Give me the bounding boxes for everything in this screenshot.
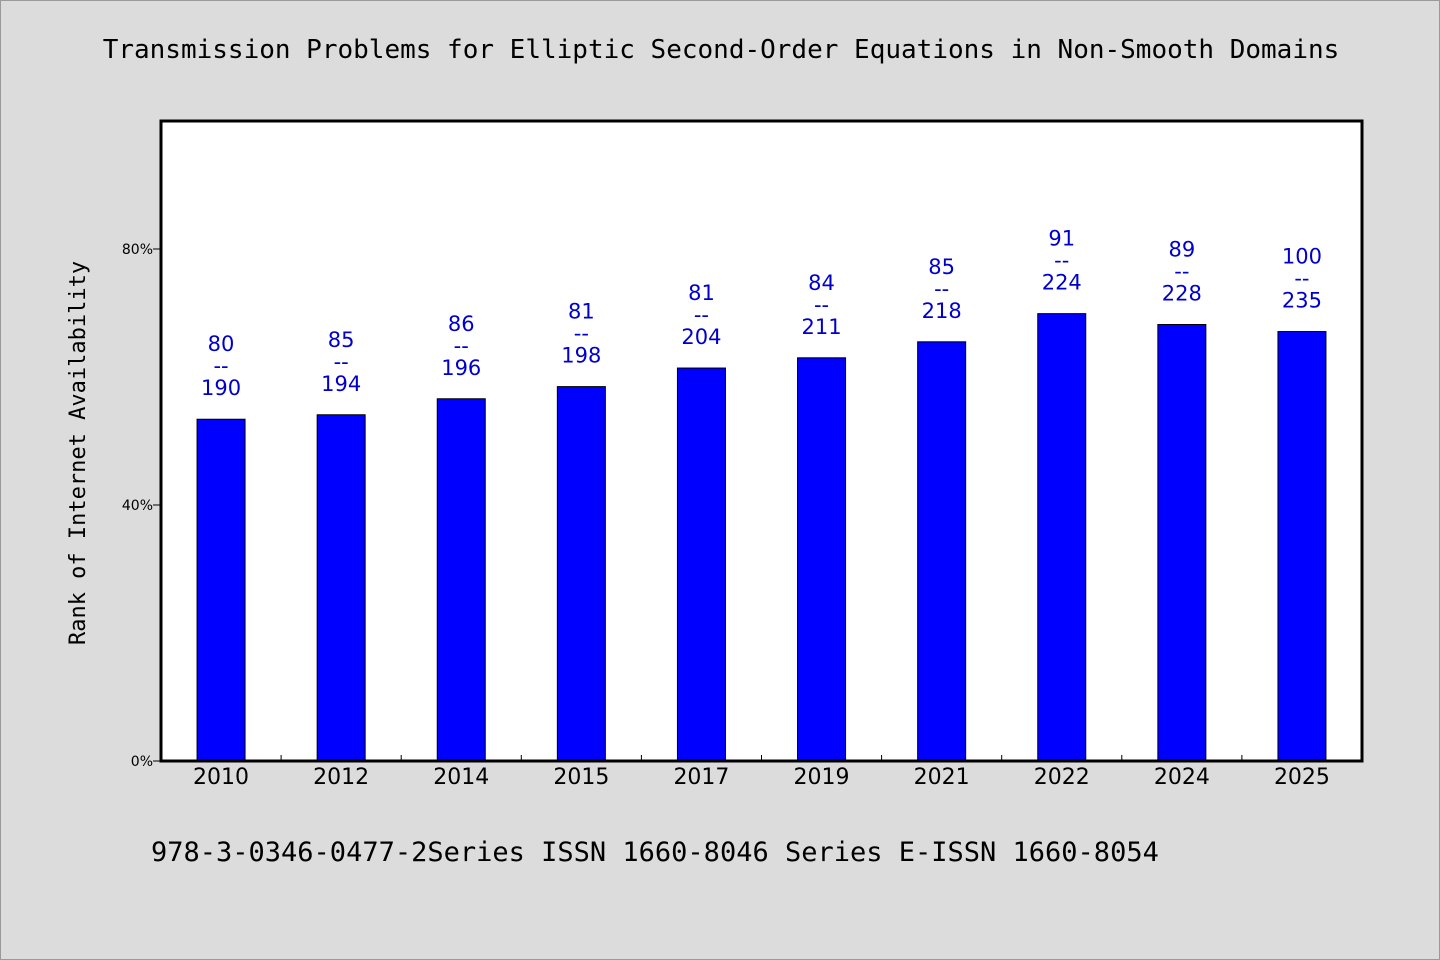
data-label-bottom: 198 xyxy=(561,344,601,368)
data-label-bottom: 235 xyxy=(1282,289,1322,313)
y-axis-title: Rank of Internet Availability xyxy=(66,261,91,645)
data-label-top: 91 xyxy=(1048,227,1075,251)
bar-2025 xyxy=(1277,331,1327,762)
bar-2014 xyxy=(436,398,486,762)
data-label-separator: -- xyxy=(1174,260,1189,284)
data-label-bottom: 196 xyxy=(441,356,481,380)
data-label-separator: -- xyxy=(574,322,589,346)
bar-2024 xyxy=(1157,324,1207,762)
data-label-top: 81 xyxy=(568,300,595,324)
bar-2021 xyxy=(917,341,967,762)
data-label-separator: -- xyxy=(694,303,709,327)
data-label-bottom: 194 xyxy=(321,372,361,396)
bars-group xyxy=(196,313,1327,762)
x-tick-label: 2012 xyxy=(313,765,369,790)
data-label-separator: -- xyxy=(1294,267,1309,291)
x-tick-label: 2010 xyxy=(193,765,249,790)
bar-2015 xyxy=(556,386,606,762)
data-label-top: 85 xyxy=(928,255,955,279)
plot-frame xyxy=(159,119,1364,763)
x-tick-label: 2017 xyxy=(673,765,729,790)
y-tick-label: 40% xyxy=(122,498,153,514)
data-labels-group: 80--19085--19486--19681--19881--20484--2… xyxy=(201,227,1322,401)
data-label-bottom: 218 xyxy=(922,299,962,323)
data-label-top: 80 xyxy=(208,332,235,356)
bar-2022 xyxy=(1037,313,1087,762)
data-label-bottom: 190 xyxy=(201,376,241,400)
bar-2019 xyxy=(797,357,847,762)
data-label-top: 100 xyxy=(1282,245,1322,269)
data-label-top: 84 xyxy=(808,271,835,295)
y-tick-label: 0% xyxy=(131,754,153,770)
x-tick-label: 2024 xyxy=(1154,765,1210,790)
data-label-top: 89 xyxy=(1168,238,1195,262)
x-tick-label: 2015 xyxy=(553,765,609,790)
data-label-bottom: 211 xyxy=(802,315,842,339)
footer-isbn-text: 978-3-0346-0477-2Series ISSN 1660-8046 S… xyxy=(151,837,1159,868)
data-label-separator: -- xyxy=(454,334,469,358)
data-label-separator: -- xyxy=(213,354,228,378)
data-label-separator: -- xyxy=(934,277,949,301)
chart-title: Transmission Problems for Elliptic Secon… xyxy=(102,35,1340,65)
data-label-bottom: 228 xyxy=(1162,282,1202,306)
x-axis: 2010 2012 2014 2015 2017 2019 2021 2022 2024 2025 xyxy=(193,755,1330,790)
data-label-separator: -- xyxy=(1054,249,1069,273)
data-label-bottom: 204 xyxy=(681,325,721,349)
data-label-separator: -- xyxy=(814,293,829,317)
bar-2012 xyxy=(316,414,366,762)
bar-2010 xyxy=(196,418,246,762)
data-label-top: 85 xyxy=(328,328,355,352)
x-tick-label: 2014 xyxy=(433,765,489,790)
x-tick-label: 2022 xyxy=(1034,765,1090,790)
data-label-bottom: 224 xyxy=(1042,271,1082,295)
y-tick-label: 80% xyxy=(122,242,153,258)
x-tick-label: 2019 xyxy=(794,765,850,790)
x-tick-label: 2021 xyxy=(914,765,970,790)
data-label-separator: -- xyxy=(334,350,349,374)
y-axis: 0% 40% 80% xyxy=(122,242,161,770)
bar-2017 xyxy=(676,367,726,762)
x-tick-label: 2025 xyxy=(1274,765,1330,790)
data-label-top: 81 xyxy=(688,281,715,305)
data-label-top: 86 xyxy=(448,312,475,336)
